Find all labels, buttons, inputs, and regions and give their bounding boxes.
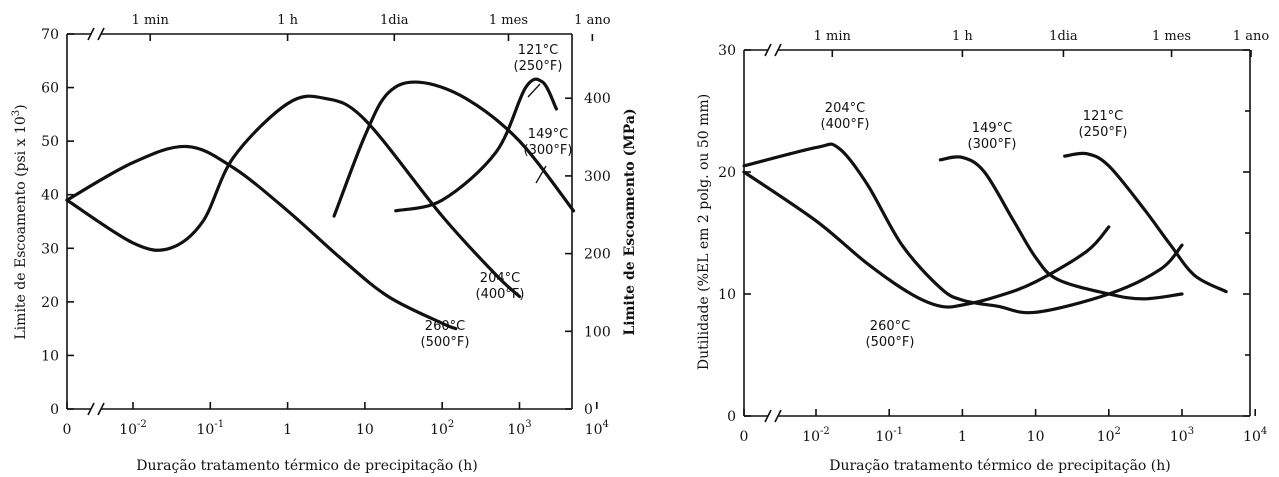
y-right-tick-label: 0	[584, 402, 593, 418]
series-line-260c	[742, 170, 1111, 309]
top-axis-break-mark	[97, 27, 105, 41]
series-label-temp-c: 121°C	[518, 43, 558, 58]
y-right-tick-label: 400	[584, 91, 611, 107]
top-axis-break-mark	[774, 43, 782, 57]
x-tick-label: 102	[1097, 426, 1121, 445]
series-line-149c	[938, 155, 1184, 301]
bottom-axis-break-mark	[764, 409, 772, 423]
y-axis-label: Limite de Escoamento (psi x 103)	[11, 104, 29, 339]
top-tick-label: 1 mes	[1152, 29, 1191, 44]
x-tick-label: 10-1	[875, 426, 903, 445]
top-tick-label: 1dia	[1049, 29, 1078, 44]
y-tick-label: 20	[718, 165, 736, 181]
y-axis-label: Dutilidade (%EL em 2 polg. ou 50 mm)	[696, 94, 712, 370]
y-tick-label: 10	[41, 348, 59, 364]
y-tick-label: 20	[41, 295, 59, 311]
top-tick-label: 1 ano	[1233, 29, 1270, 44]
label-pointer-line	[535, 165, 547, 184]
top-tick-label: 1 h	[277, 13, 298, 28]
y-right-tick-label: 100	[584, 324, 611, 340]
y-tick-label: 0	[50, 402, 59, 418]
y-tick-label: 10	[718, 287, 736, 303]
top-axis-break-mark	[764, 43, 772, 57]
x-tick-label: 0	[740, 429, 749, 445]
x-tick-label: 10-1	[197, 419, 225, 438]
top-tick-label: 1 mes	[489, 13, 528, 28]
y-tick-label: 30	[41, 241, 59, 257]
bottom-axis-break-mark	[87, 402, 95, 416]
x-axis-label: Duração tratamento térmico de precipitaç…	[829, 458, 1171, 474]
series-label-temp-c: 121°C	[1083, 109, 1123, 124]
top-tick-label: 1 min	[132, 13, 170, 28]
x-tick-label: 1	[283, 422, 292, 438]
yield-strength-chart: 0 10-2 10-1 1 10 102 103 104 1 min 1 h 1dia 1 mes 1 …	[11, 13, 638, 474]
series-line-204c	[742, 142, 1184, 315]
series-label-temp-f: (300°F)	[968, 137, 1017, 152]
y-tick-label: 60	[41, 81, 59, 97]
x-tick-label: 103	[507, 419, 531, 438]
label-pointer-line	[527, 83, 541, 98]
series-label-temp-c: 260°C	[425, 319, 465, 334]
series-label-temp-f: (400°F)	[476, 287, 525, 302]
series-label-temp-f: (250°F)	[1079, 125, 1128, 140]
ductility-chart: 0 10-2 10-1 1 10 102 103 104 1 min 1 h 1dia 1 mes 1 …	[696, 29, 1269, 474]
series-line-260c	[65, 144, 458, 331]
top-tick-label: 1 h	[952, 29, 973, 44]
series-line-121c	[394, 77, 558, 213]
series-label-temp-f: (300°F)	[524, 143, 573, 158]
x-tick-label: 104	[1243, 426, 1267, 445]
x-tick-label: 104	[585, 419, 609, 438]
series-label-temp-f: (500°F)	[421, 335, 470, 350]
x-tick-label: 10-2	[802, 426, 830, 445]
top-tick-label: 1 min	[814, 29, 852, 44]
series-line-204c	[65, 94, 522, 299]
x-axis-label: Duração tratamento térmico de precipitaç…	[136, 458, 478, 474]
x-tick-label: 0	[63, 422, 72, 438]
series-label-temp-c: 204°C	[825, 101, 865, 116]
bottom-axis-break-mark	[97, 402, 105, 416]
y-right-tick-label: 300	[584, 169, 611, 185]
top-tick-label: 1dia	[380, 13, 409, 28]
series-line-149c	[332, 80, 576, 218]
y-tick-label: 50	[41, 134, 59, 150]
y-tick-label: 40	[41, 188, 59, 204]
series-line-121c	[1063, 151, 1228, 294]
top-axis-break-mark	[87, 27, 95, 41]
x-tick-label: 10	[1027, 429, 1045, 445]
y-axis-right-label: Limite de Escoamento (MPa)	[622, 108, 638, 335]
bottom-axis-break-mark	[774, 409, 782, 423]
x-tick-label: 10-2	[119, 419, 147, 438]
top-tick-label: 1 ano	[574, 13, 611, 28]
series-label-temp-c: 149°C	[528, 127, 568, 142]
x-tick-label: 1	[958, 429, 967, 445]
x-tick-label: 103	[1170, 426, 1194, 445]
x-tick-label: 10	[356, 422, 374, 438]
y-right-tick-label: 200	[584, 247, 611, 263]
series-label-temp-f: (400°F)	[821, 117, 870, 132]
series-label-temp-c: 260°C	[870, 319, 910, 334]
y-tick-label: 0	[727, 409, 736, 425]
series-label-temp-c: 204°C	[480, 271, 520, 286]
series-label-temp-f: (500°F)	[866, 335, 915, 350]
y-tick-label: 30	[718, 43, 736, 59]
y-tick-label: 70	[41, 27, 59, 43]
series-label-temp-c: 149°C	[972, 121, 1012, 136]
series-label-temp-f: (250°F)	[514, 59, 563, 74]
x-tick-label: 102	[430, 419, 454, 438]
